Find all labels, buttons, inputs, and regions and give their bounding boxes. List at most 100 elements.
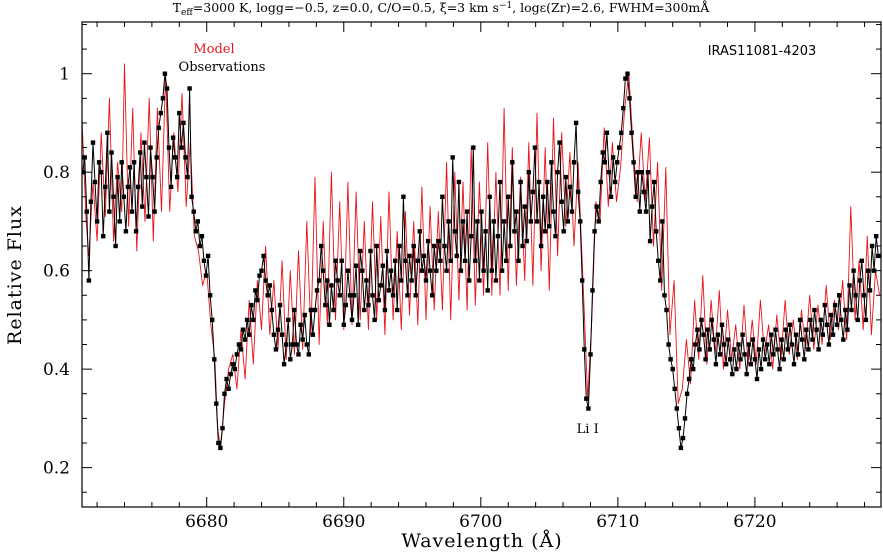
- data-point: [787, 322, 793, 327]
- data-point: [257, 273, 262, 278]
- data-point: [423, 278, 429, 283]
- data-point: [101, 234, 106, 239]
- data-point: [703, 357, 708, 362]
- data-point: [479, 209, 484, 214]
- data-point: [765, 342, 770, 347]
- data-point: [228, 371, 233, 377]
- data-point: [666, 342, 671, 347]
- data-point: [358, 248, 363, 254]
- data-point: [267, 283, 272, 288]
- data-point: [543, 229, 548, 234]
- data-point: [351, 293, 357, 298]
- data-point: [853, 293, 858, 298]
- data-point: [337, 293, 342, 298]
- data-point: [682, 416, 688, 421]
- data-point: [865, 268, 871, 273]
- data-point: [573, 120, 579, 126]
- data-point: [691, 366, 696, 372]
- data-point: [269, 307, 274, 313]
- data-point: [621, 106, 626, 111]
- data-point: [652, 179, 657, 185]
- data-point: [255, 298, 260, 303]
- data-point: [501, 219, 507, 224]
- data-point: [538, 243, 544, 249]
- data-point: [822, 302, 827, 308]
- series-model-line: [82, 63, 881, 449]
- data-point: [168, 184, 174, 190]
- data-point: [619, 130, 624, 135]
- plot-area: [82, 63, 881, 451]
- data-point: [664, 307, 669, 313]
- data-point: [409, 278, 414, 283]
- data-point: [333, 258, 338, 263]
- data-point: [699, 317, 704, 323]
- data-point: [734, 366, 739, 372]
- data-point: [834, 322, 840, 327]
- data-point: [133, 229, 139, 234]
- data-point: [399, 278, 404, 283]
- data-point: [514, 209, 519, 214]
- data-point: [697, 347, 702, 352]
- data-point: [812, 307, 817, 313]
- data-point: [450, 155, 455, 160]
- data-point: [306, 352, 311, 357]
- data-point: [549, 160, 554, 165]
- title-teff-symbol: T: [173, 0, 182, 15]
- data-point: [804, 327, 809, 332]
- data-point: [166, 145, 172, 150]
- data-point: [415, 258, 420, 263]
- data-point: [446, 219, 451, 224]
- data-point: [773, 327, 778, 332]
- data-point: [131, 160, 137, 165]
- data-point: [214, 401, 219, 406]
- data-point: [210, 317, 215, 323]
- data-point: [454, 253, 459, 259]
- data-point: [495, 234, 501, 239]
- data-point: [839, 317, 844, 323]
- data-point: [705, 327, 710, 332]
- data-point: [775, 347, 780, 352]
- data-point: [181, 120, 186, 126]
- data-point: [99, 170, 104, 175]
- data-point: [763, 357, 768, 362]
- data-point: [485, 288, 490, 293]
- data-point: [841, 337, 846, 342]
- data-point: [288, 357, 293, 362]
- data-point: [849, 307, 854, 313]
- data-point: [327, 322, 332, 327]
- data-point: [707, 347, 712, 352]
- title-exponent: −1: [499, 1, 512, 11]
- data-point: [191, 209, 196, 214]
- x-tick-label: 6720: [733, 512, 776, 532]
- data-point: [867, 288, 873, 293]
- data-point: [310, 332, 316, 337]
- data-point: [123, 229, 129, 234]
- data-point: [639, 170, 644, 175]
- data-point: [847, 283, 852, 288]
- data-point: [226, 386, 231, 391]
- data-point: [440, 194, 445, 199]
- data-point: [413, 293, 418, 298]
- data-point: [837, 293, 842, 298]
- data-point: [339, 258, 344, 263]
- data-point: [162, 71, 168, 76]
- data-point: [504, 258, 509, 263]
- data-point: [142, 140, 147, 145]
- data-point: [582, 347, 587, 352]
- data-point: [316, 278, 322, 283]
- data-point: [874, 234, 879, 239]
- data-point: [512, 229, 517, 234]
- data-point: [462, 258, 468, 263]
- data-point: [448, 258, 453, 263]
- data-point: [224, 376, 229, 382]
- data-point: [136, 184, 141, 190]
- chart-title: Teff=3000 K, logg=−0.5, z=0.0, C/O=0.5, …: [173, 0, 711, 18]
- data-point: [236, 342, 242, 347]
- data-point: [115, 174, 120, 180]
- data-point: [578, 219, 583, 224]
- data-point: [265, 293, 270, 298]
- data-point: [658, 278, 663, 283]
- data-point: [508, 243, 513, 249]
- data-point: [372, 317, 377, 323]
- data-point: [510, 160, 515, 165]
